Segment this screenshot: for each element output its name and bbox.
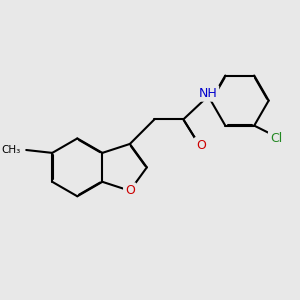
- Text: CH₃: CH₃: [1, 145, 20, 155]
- Text: NH: NH: [199, 87, 217, 100]
- Text: Cl: Cl: [270, 132, 282, 145]
- Text: O: O: [196, 139, 206, 152]
- Text: O: O: [125, 184, 135, 197]
